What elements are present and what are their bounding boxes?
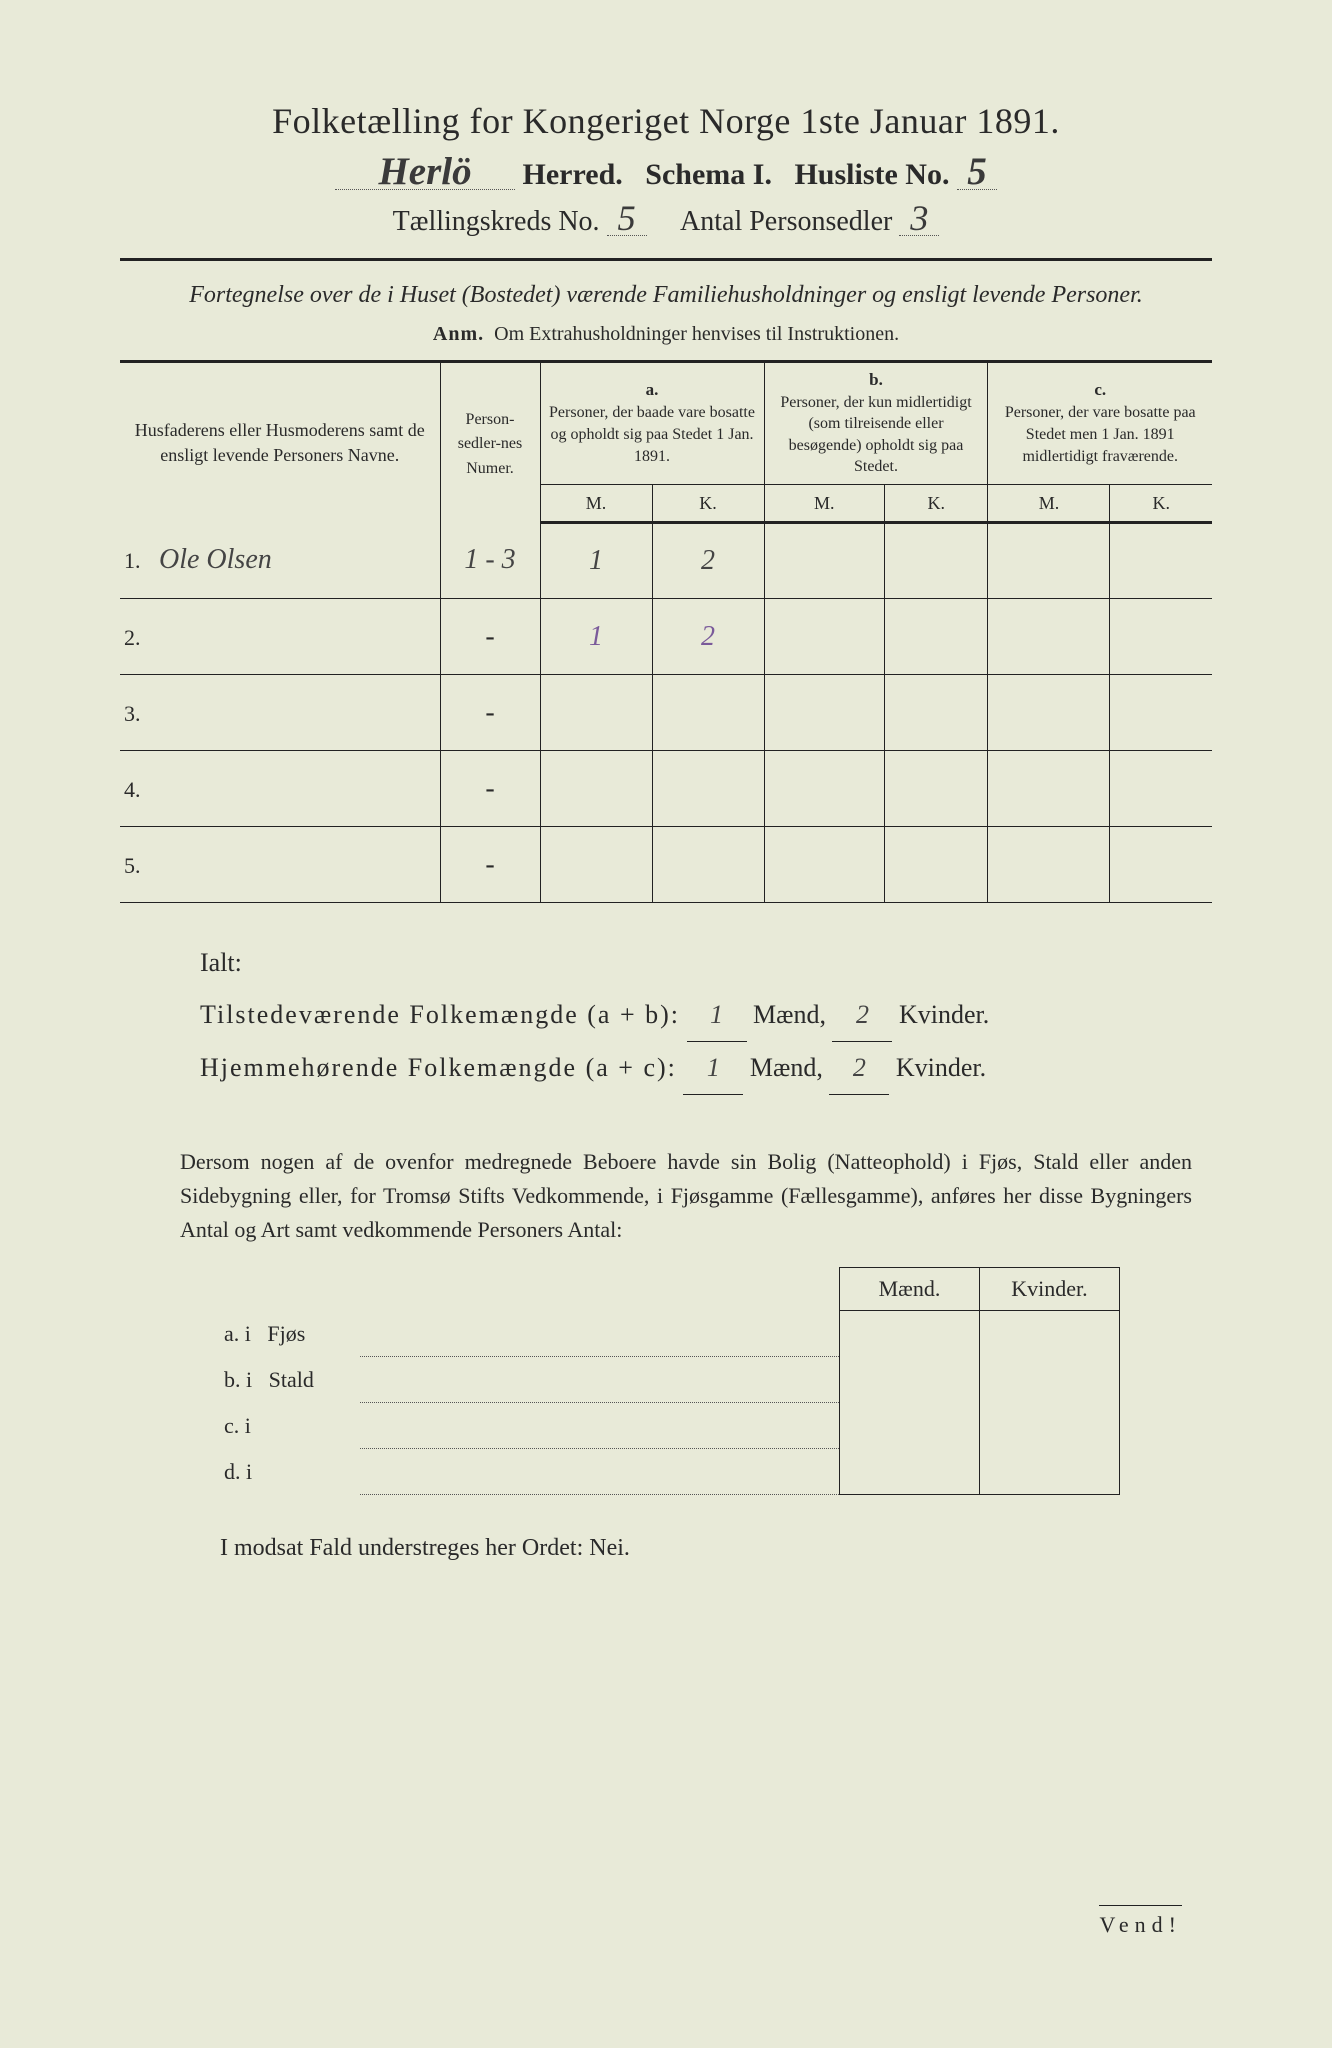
sub-row: a. i Fjøs: [220, 1311, 1120, 1357]
ps: 1 - 3: [464, 544, 515, 575]
tilstede-m: 1: [687, 989, 747, 1042]
sub-row: c. i: [220, 1403, 1120, 1449]
kvinder-label: Kvinder.: [896, 1053, 986, 1082]
col-b-text: Personer, der kun midlertidigt (som tilr…: [773, 392, 980, 478]
person-name: Ole Olsen: [159, 544, 272, 575]
ps: -: [485, 849, 494, 880]
schema-label: Schema I.: [645, 158, 772, 191]
table-row: 1. Ole Olsen 1 - 3 1 2: [120, 523, 1212, 599]
col-b-k: K.: [884, 484, 988, 522]
cell: 2: [701, 621, 715, 652]
cell: 1: [589, 621, 603, 652]
maend-label: Mænd,: [750, 1053, 823, 1082]
tilstede-k: 2: [832, 989, 892, 1042]
sub-h-kvinder: Kvinder.: [980, 1268, 1120, 1311]
sub-lab: d. i: [224, 1459, 252, 1484]
col-b-label: b.: [773, 369, 980, 392]
vend-label: Vend!: [1099, 1905, 1182, 1938]
antal-value: 3: [899, 202, 939, 236]
col-a: a. Personer, der baade vare bosatte og o…: [540, 361, 764, 484]
rownum: 2.: [124, 625, 152, 651]
kvinder-label: Kvinder.: [899, 1000, 989, 1029]
sub-row: d. i: [220, 1449, 1120, 1495]
col-c-k: K.: [1110, 484, 1212, 522]
table-row: 3. -: [120, 675, 1212, 751]
ps: -: [485, 773, 494, 804]
col-c-m: M.: [988, 484, 1110, 522]
sub-lab: a. i: [224, 1321, 251, 1346]
sub-row: b. i Stald: [220, 1357, 1120, 1403]
cell: 2: [701, 545, 715, 576]
col-c: c. Personer, der vare bosatte paa Stedet…: [988, 361, 1212, 484]
table-row: 4. -: [120, 751, 1212, 827]
sub-type: Stald: [269, 1367, 314, 1392]
maend-label: Mænd,: [753, 1000, 826, 1029]
anm-label: Anm.: [433, 323, 484, 345]
sub-table: Mænd. Kvinder. a. i Fjøs b. i Stald c. i…: [220, 1267, 1120, 1495]
paragraph: Dersom nogen af de ovenfor medregnede Be…: [180, 1145, 1192, 1247]
sub-lab: c. i: [224, 1413, 251, 1438]
col-personsedler: Person-sedler-nes Numer.: [440, 361, 540, 523]
main-table: Husfaderens eller Husmoderens samt de en…: [120, 360, 1212, 904]
totals-block: Ialt: Tilstedeværende Folkemængde (a + b…: [200, 937, 1212, 1095]
header-line-3: Tællingskreds No. 5 Antal Personsedler 3: [120, 202, 1212, 238]
col-b: b. Personer, der kun midlertidigt (som t…: [764, 361, 988, 484]
tilstede-label: Tilstedeværende Folkemængde (a + b):: [200, 1000, 680, 1029]
table-row: 5. -: [120, 827, 1212, 903]
rownum: 5.: [124, 853, 152, 879]
rownum: 1.: [124, 548, 152, 574]
col-c-text: Personer, der vare bosatte paa Stedet me…: [996, 402, 1204, 467]
col-b-m: M.: [764, 484, 884, 522]
col-names: Husfaderens eller Husmoderens samt de en…: [120, 361, 440, 523]
anm-text: Om Extrahusholdninger henvises til Instr…: [494, 323, 899, 345]
col-c-label: c.: [996, 379, 1204, 402]
husliste-value: 5: [957, 154, 997, 190]
antal-label: Antal Personsedler: [680, 206, 892, 237]
cell: 1: [589, 545, 603, 576]
ps: -: [485, 621, 494, 652]
sub-lab: b. i: [224, 1367, 252, 1392]
col-a-text: Personer, der baade vare bosatte og opho…: [549, 402, 756, 467]
col-names-text: Husfaderens eller Husmoderens samt de en…: [135, 420, 425, 464]
rownum: 3.: [124, 701, 152, 727]
hjemme-m: 1: [683, 1042, 743, 1095]
subtitle: Fortegnelse over de i Huset (Bostedet) v…: [160, 279, 1172, 313]
kreds-value: 5: [607, 202, 647, 236]
page-title: Folketælling for Kongeriget Norge 1ste J…: [120, 100, 1212, 142]
header-line-2: Herlö Herred. Schema I. Husliste No. 5: [120, 154, 1212, 192]
col-ps-text: Person-sedler-nes Numer.: [458, 411, 523, 477]
herred-label: Herred.: [523, 158, 623, 191]
hjemme-label: Hjemmehørende Folkemængde (a + c):: [200, 1053, 677, 1082]
col-a-k: K.: [652, 484, 764, 522]
hjemme-k: 2: [829, 1042, 889, 1095]
ps: -: [485, 697, 494, 728]
table-row: 2. - 1 2: [120, 599, 1212, 675]
divider: [120, 258, 1212, 261]
rownum: 4.: [124, 777, 152, 803]
husliste-label: Husliste No.: [794, 158, 949, 191]
herred-value: Herlö: [335, 154, 515, 190]
sub-type: Fjøs: [267, 1321, 305, 1346]
col-a-label: a.: [549, 379, 756, 402]
anm-line: Anm. Om Extrahusholdninger henvises til …: [120, 323, 1212, 346]
kreds-label: Tællingskreds No.: [393, 206, 600, 237]
ialt-label: Ialt:: [200, 937, 1212, 989]
nei-line: I modsat Fald understreges her Ordet: Ne…: [220, 1535, 1212, 1562]
col-a-m: M.: [540, 484, 652, 522]
sub-h-maend: Mænd.: [840, 1268, 980, 1311]
